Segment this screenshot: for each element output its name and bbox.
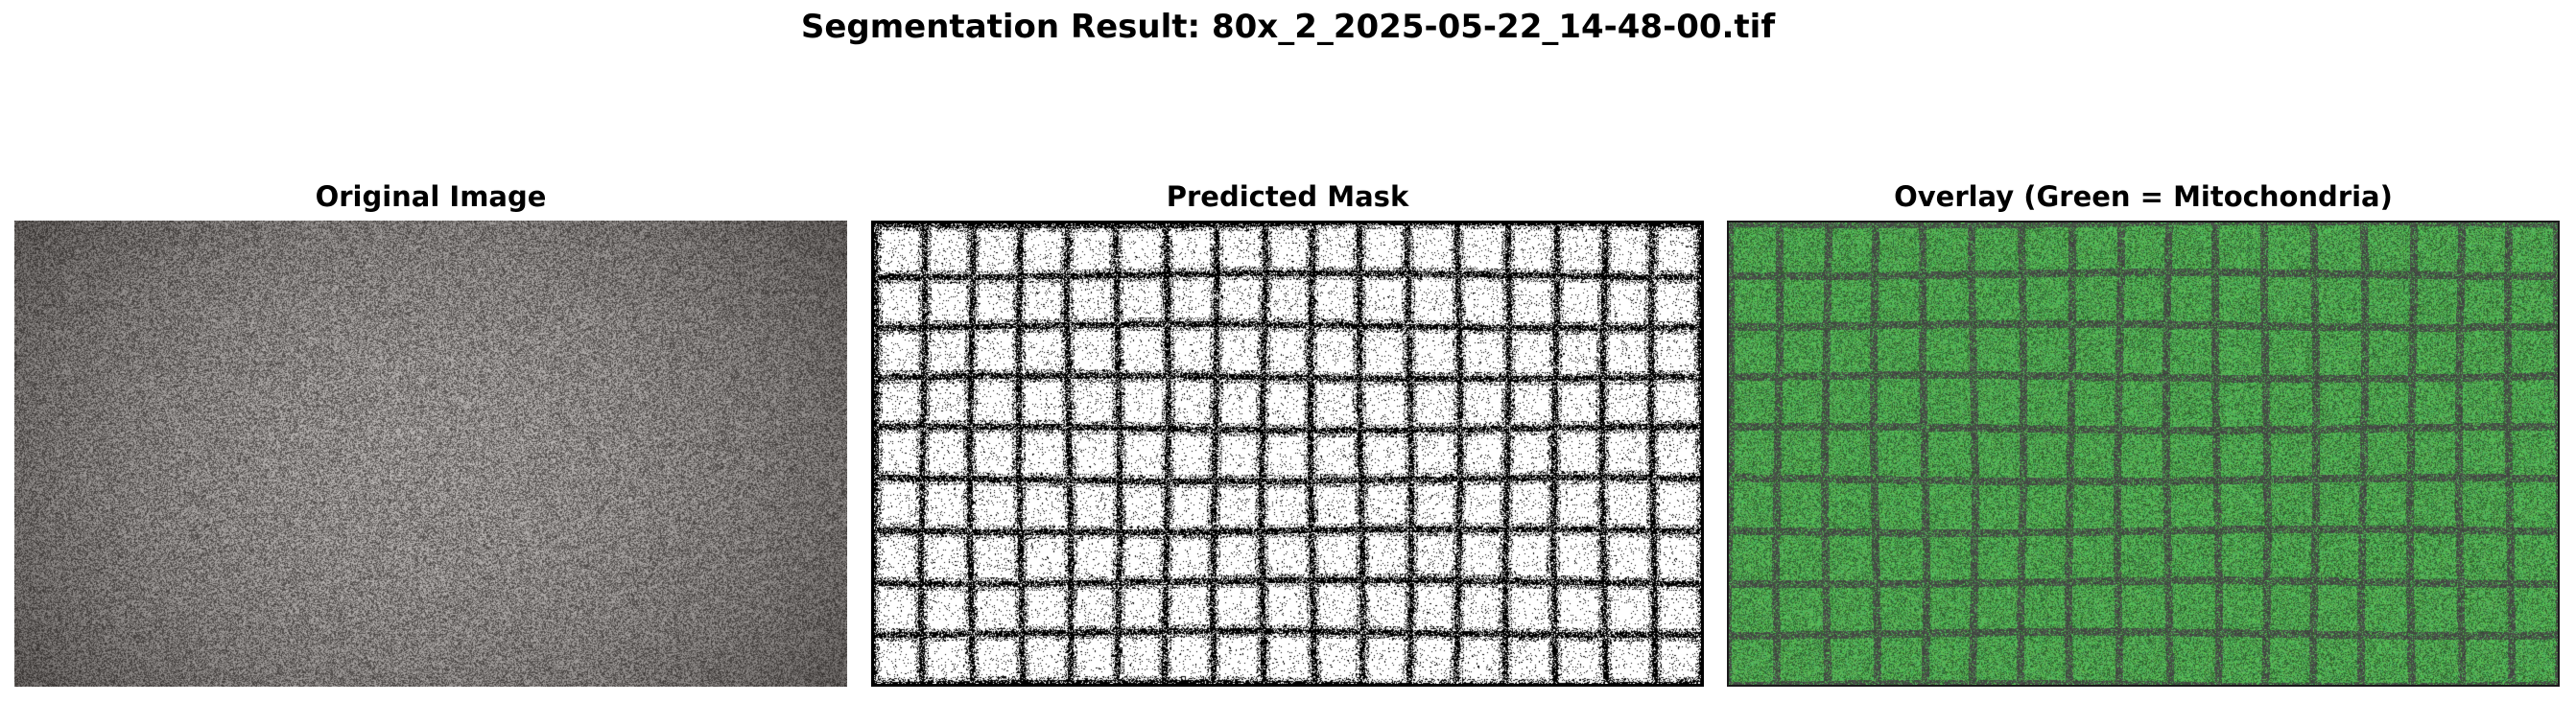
- figure-title: Segmentation Result: 80x_2_2025-05-22_14…: [800, 8, 1776, 46]
- original-image-canvas: [14, 221, 847, 687]
- predicted-mask: [871, 221, 1704, 687]
- overlay-image-canvas: [1729, 223, 2558, 685]
- original-image: [14, 221, 847, 687]
- panel-title-mask: Predicted Mask: [1166, 180, 1409, 213]
- panel-title-original: Original Image: [315, 180, 547, 213]
- panel-title-overlay: Overlay (Green = Mitochondria): [1894, 180, 2393, 213]
- predicted-mask-canvas: [874, 223, 1701, 684]
- overlay-image: [1727, 221, 2560, 687]
